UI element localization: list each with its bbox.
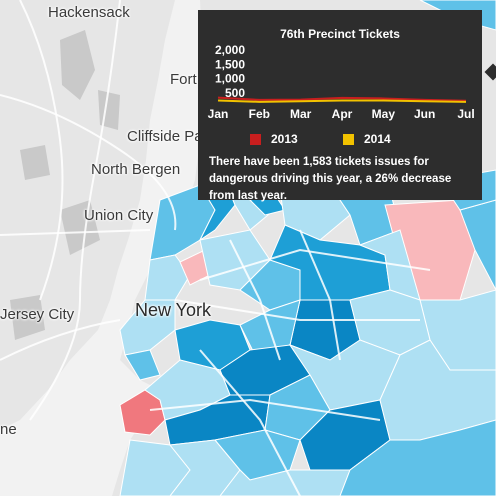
x-tick-label: Feb bbox=[249, 107, 270, 121]
place-label-north-bergen: North Bergen bbox=[91, 161, 181, 178]
series-line-2014 bbox=[217, 99, 467, 103]
x-tick-label: Apr bbox=[332, 107, 353, 121]
park-nj-2 bbox=[20, 145, 50, 180]
place-label-union-city: Union City bbox=[84, 207, 154, 224]
x-tick-label: May bbox=[372, 107, 396, 121]
place-label-hackensack: Hackensack bbox=[48, 4, 130, 21]
park-nj-1 bbox=[98, 90, 120, 130]
legend-swatch-2014 bbox=[343, 133, 354, 145]
precinct-layer bbox=[119, 0, 496, 496]
precinct-info-panel: 2,000 1,500 1,000 500 Jan Feb Mar Apr May Jun Jul … bbox=[198, 10, 482, 202]
legend-label-2013: 2013 bbox=[271, 132, 298, 146]
park-nj-3 bbox=[60, 200, 100, 255]
x-tick-label: Jul bbox=[457, 107, 474, 121]
x-tick-label: Mar bbox=[290, 107, 312, 121]
x-tick-label: Jan bbox=[208, 107, 229, 121]
place-label-jersey-city: Jersey City bbox=[0, 306, 75, 323]
x-tick-label: Jun bbox=[414, 107, 435, 121]
series-line-2013 bbox=[217, 96, 467, 102]
precinct-manhattan-tip[interactable] bbox=[124, 349, 161, 381]
place-label-fort: Fort bbox=[170, 71, 197, 88]
panel-title: 76th Precinct Tickets bbox=[280, 27, 400, 41]
legend-item-2014: 2014 bbox=[343, 132, 391, 146]
legend-label-2014: 2014 bbox=[364, 132, 391, 146]
y-tick-label: 1,500 bbox=[215, 57, 245, 71]
legend-item-2013: 2013 bbox=[250, 132, 298, 146]
road-network bbox=[0, 0, 431, 496]
precinct-brooklyn-south[interactable] bbox=[219, 469, 351, 496]
precinct-rockaway[interactable] bbox=[339, 419, 496, 496]
park-nj-4 bbox=[10, 295, 45, 340]
park-meadowlands bbox=[60, 30, 95, 100]
precinct-manhattan-midtown[interactable] bbox=[144, 254, 191, 301]
panel-summary-text: There have been 1,583 tickets issues for… bbox=[209, 156, 452, 202]
place-label-edge: ne bbox=[0, 421, 17, 438]
y-tick-label: 1,000 bbox=[215, 72, 245, 86]
legend-swatch-2013 bbox=[250, 133, 261, 145]
place-label-cliffside: Cliffside Pa bbox=[127, 128, 203, 145]
y-tick-label: 500 bbox=[225, 86, 245, 100]
y-tick-label: 2,000 bbox=[215, 43, 245, 57]
place-label-new-york: New York bbox=[135, 300, 212, 320]
